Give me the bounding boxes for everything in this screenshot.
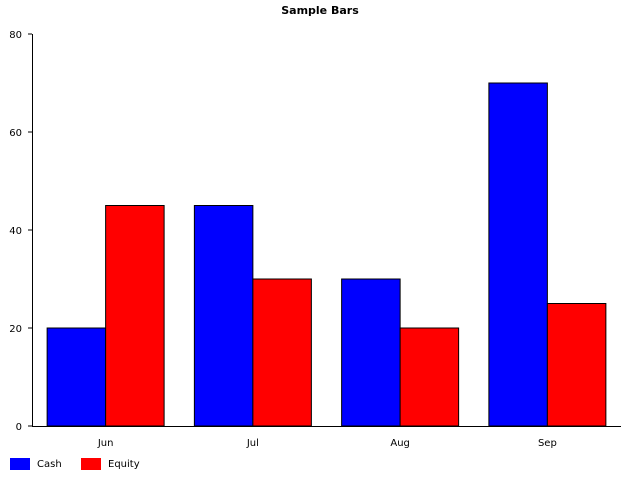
bar-cash-aug (341, 278, 401, 427)
legend-label-cash: Cash (37, 459, 62, 470)
y-tick-label: 40 (9, 226, 22, 237)
bar-equity-sep (546, 303, 607, 427)
x-tick-label: Jul (246, 438, 259, 449)
bar-equity-jul (252, 278, 312, 427)
y-tick-label: 20 (9, 324, 22, 335)
legend-label-equity: Equity (108, 459, 140, 470)
chart-title: Sample Bars (281, 4, 359, 17)
x-axis-ticks: Jun Jul Aug Sep (97, 438, 557, 449)
bar-cash-jul (193, 205, 254, 427)
bar-equity-aug (399, 327, 460, 427)
legend-swatch-cash (10, 458, 30, 470)
x-tick-label: Jun (97, 438, 114, 449)
y-axis-ticks: 0 20 40 60 80 (9, 30, 32, 433)
legend-swatch-equity (81, 458, 101, 470)
y-tick-label: 80 (9, 30, 22, 41)
x-tick-label: Sep (538, 438, 557, 449)
plot-area (46, 82, 607, 427)
x-tick-label: Aug (390, 438, 410, 449)
bar-cash-jun (46, 327, 107, 427)
legend: Cash Equity (10, 458, 140, 470)
y-tick-label: 0 (16, 422, 22, 433)
y-tick-label: 60 (9, 128, 22, 139)
bar-cash-sep (488, 82, 548, 427)
bar-equity-jun (105, 205, 165, 427)
